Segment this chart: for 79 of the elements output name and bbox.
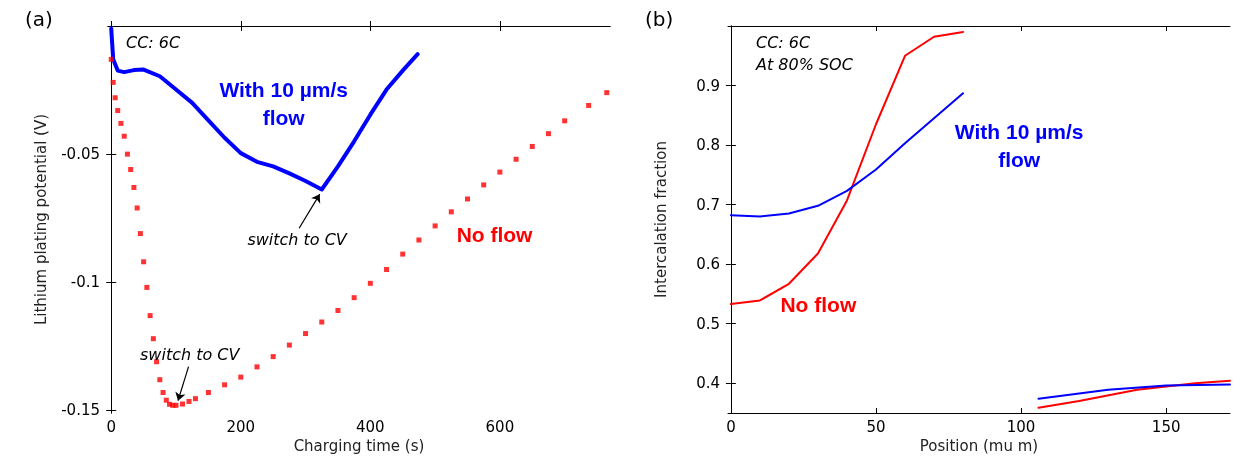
point <box>254 364 260 370</box>
point <box>134 205 140 211</box>
point <box>118 120 124 126</box>
x-axis-title: Charging time (s) <box>293 437 425 456</box>
point <box>147 313 153 319</box>
point <box>141 259 147 265</box>
point <box>121 133 127 139</box>
point <box>115 108 121 114</box>
point <box>432 223 438 229</box>
annotation: CC: 6C <box>126 32 181 52</box>
point <box>157 377 163 383</box>
annotation: CC: 6C <box>756 32 811 52</box>
point <box>562 118 568 124</box>
point <box>186 398 192 404</box>
y-tick-label: 0.8 <box>696 136 720 155</box>
point <box>416 237 422 243</box>
point <box>131 184 137 190</box>
point <box>150 336 156 342</box>
point <box>335 307 341 313</box>
point <box>497 169 503 175</box>
annotation: switch to CV <box>140 345 241 365</box>
y-axis-title: Lithium plating potential (V) <box>31 113 50 326</box>
point <box>205 390 211 395</box>
chart-title: (a) <box>25 7 53 31</box>
point <box>238 374 244 380</box>
point <box>351 295 357 301</box>
point <box>137 231 143 237</box>
point <box>160 390 166 395</box>
x-tick-label: 100 <box>1006 417 1036 436</box>
point <box>545 131 551 137</box>
point <box>192 396 198 402</box>
point <box>163 397 169 403</box>
point <box>124 151 130 157</box>
annotation: At 80% SOC <box>755 54 854 74</box>
y-axis-title: Intercalation fraction <box>651 141 670 298</box>
point <box>319 319 325 325</box>
chart-title: (b) <box>645 7 674 31</box>
point <box>286 342 292 348</box>
x-tick-label: 150 <box>1151 417 1181 436</box>
point <box>586 102 592 108</box>
line-series <box>109 26 420 192</box>
point <box>110 79 116 85</box>
x-tick-label: 600 <box>485 417 515 436</box>
y-tick-label: -0.1 <box>70 273 100 292</box>
y-tick-label: 0.4 <box>696 374 720 393</box>
point <box>604 90 610 96</box>
y-tick-label: -0.05 <box>61 145 100 164</box>
point <box>108 56 114 62</box>
point <box>112 95 118 101</box>
x-tick-label: 200 <box>226 417 256 436</box>
point <box>481 182 487 188</box>
point <box>384 266 390 272</box>
y-tick-label: 0.7 <box>696 195 720 214</box>
x-tick-label: 50 <box>866 417 886 436</box>
y-tick-label: -0.15 <box>61 401 100 420</box>
y-tick-label: 0.5 <box>696 314 720 333</box>
y-tick-label: 0.6 <box>696 255 720 274</box>
series-label: No flow <box>780 293 857 317</box>
series-label: With 10 µm/s flow <box>219 77 348 129</box>
series-label: No flow <box>456 223 534 247</box>
x-tick-label: 0 <box>726 417 736 436</box>
point <box>179 401 185 407</box>
point <box>448 209 454 215</box>
point <box>400 251 406 257</box>
series-label: With 10 µm/s flow <box>954 120 1084 172</box>
point <box>529 143 535 149</box>
point <box>270 354 276 360</box>
point <box>144 284 150 290</box>
x-axis-title: Position (mu m) <box>919 437 1039 456</box>
point <box>465 196 470 202</box>
point <box>222 382 228 388</box>
y-tick-label: 0.9 <box>696 76 720 95</box>
point <box>303 331 309 337</box>
point <box>128 167 134 173</box>
annotation: switch to CV <box>247 230 348 250</box>
x-tick-label: 400 <box>356 417 385 436</box>
point <box>513 156 519 162</box>
x-tick-label: 0 <box>106 417 117 436</box>
point <box>367 280 373 286</box>
